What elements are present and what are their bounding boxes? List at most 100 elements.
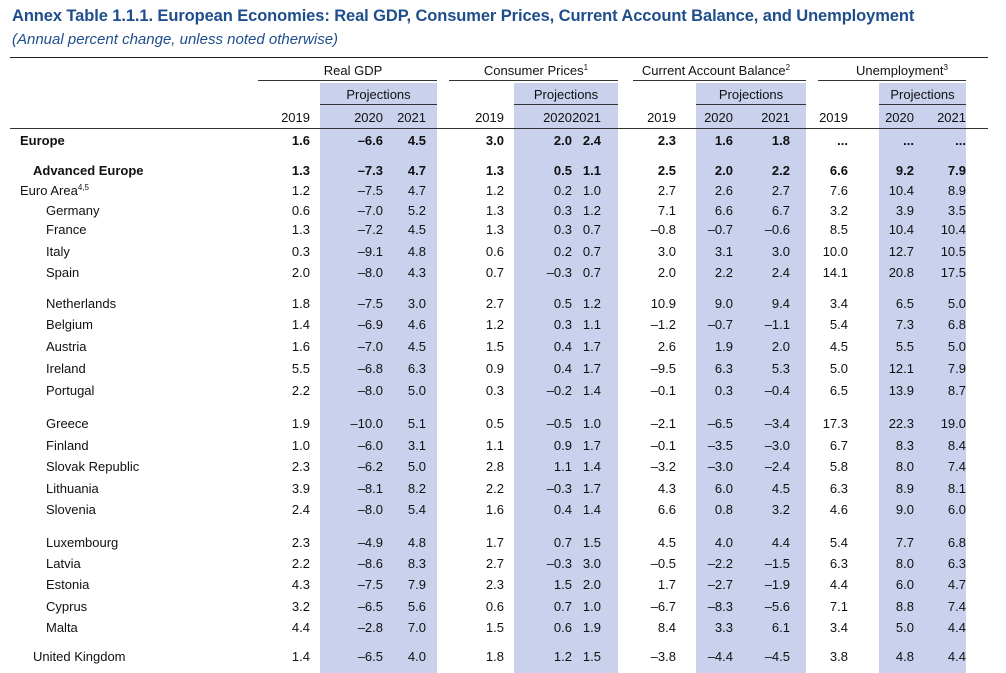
country-name: Belgium bbox=[46, 317, 93, 332]
table-cell: 1.0 bbox=[582, 183, 601, 198]
column-group-header: Consumer Prices1 bbox=[436, 63, 636, 78]
column-group-label: Current Account Balance bbox=[641, 63, 786, 78]
table-cell: 2.8 bbox=[485, 459, 504, 474]
table-row: Portugal 2.2 –8.0 5.0 0.3 –0.2 1.4 –0.1 0.3 –0.4 6… bbox=[0, 383, 1006, 403]
table-cell: –3.5 bbox=[707, 438, 733, 453]
table-cell: 6.5 bbox=[829, 383, 848, 398]
row-label: Estonia bbox=[46, 577, 89, 592]
table-cell: 2.3 bbox=[485, 577, 504, 592]
table-cell: 9.0 bbox=[714, 296, 733, 311]
table-cell: 2.0 bbox=[771, 339, 790, 354]
table-cell: –8.0 bbox=[357, 265, 383, 280]
country-name: Netherlands bbox=[46, 296, 117, 311]
table-cell: 4.8 bbox=[895, 649, 914, 664]
table-cell: 2.2 bbox=[291, 383, 310, 398]
table-cell: –2.1 bbox=[650, 416, 676, 431]
row-label: Spain bbox=[46, 265, 79, 280]
table-subtitle: (Annual percent change, unless noted oth… bbox=[12, 31, 339, 48]
table-cell: 1.4 bbox=[582, 459, 601, 474]
table-cell: –0.5 bbox=[650, 556, 676, 571]
table-cell: 1.0 bbox=[582, 416, 601, 431]
table-cell: –6.2 bbox=[357, 459, 383, 474]
table-cell: 0.6 bbox=[553, 620, 572, 635]
table-cell: 5.8 bbox=[829, 459, 848, 474]
year-header: 2020 bbox=[354, 110, 383, 125]
table-cell: 6.7 bbox=[829, 438, 848, 453]
table-cell: –2.7 bbox=[707, 577, 733, 592]
projections-label: Projections bbox=[533, 87, 599, 102]
table-cell: 17.5 bbox=[940, 265, 966, 280]
column-group-header: Current Account Balance2 bbox=[616, 63, 816, 78]
table-cell: 1.1 bbox=[553, 459, 572, 474]
table-cell: –0.8 bbox=[650, 222, 676, 237]
table-cell: 1.5 bbox=[582, 649, 601, 664]
table-cell: 17.3 bbox=[822, 416, 848, 431]
table-cell: 3.2 bbox=[829, 203, 848, 218]
year-header: 2019 bbox=[475, 110, 504, 125]
table-cell: 7.7 bbox=[895, 535, 914, 550]
row-label: Slovenia bbox=[46, 502, 96, 517]
table-cell: 1.6 bbox=[714, 133, 733, 148]
table-cell: 1.3 bbox=[485, 163, 504, 178]
table-cell: 5.2 bbox=[407, 203, 426, 218]
projection-shade bbox=[879, 83, 966, 673]
table-cell: 2.0 bbox=[657, 265, 676, 280]
table-cell: 10.9 bbox=[650, 296, 676, 311]
country-name: Estonia bbox=[46, 577, 90, 592]
table-cell: 0.5 bbox=[485, 416, 504, 431]
table-cell: 8.1 bbox=[947, 481, 966, 496]
table-cell: 6.3 bbox=[407, 361, 426, 376]
table-cell: 3.0 bbox=[407, 296, 426, 311]
table-cell: –6.6 bbox=[357, 133, 383, 148]
column-group-label: Consumer Prices bbox=[483, 63, 584, 78]
table-cell: 1.4 bbox=[291, 649, 310, 664]
table-cell: 4.3 bbox=[657, 481, 676, 496]
table-cell: 1.2 bbox=[553, 649, 572, 664]
table-cell: 13.9 bbox=[888, 383, 914, 398]
table-cell: 2.4 bbox=[771, 265, 790, 280]
table-cell: 3.3 bbox=[714, 620, 733, 635]
table-cell: 3.5 bbox=[947, 203, 966, 218]
table-cell: –10.0 bbox=[350, 416, 383, 431]
table-cell: 3.0 bbox=[582, 556, 601, 571]
table-cell: –0.1 bbox=[650, 383, 676, 398]
table-cell: 1.0 bbox=[291, 438, 310, 453]
table-cell: 2.0 bbox=[553, 133, 572, 148]
table-cell: –7.5 bbox=[357, 577, 383, 592]
table-cell: –7.0 bbox=[357, 203, 383, 218]
table-cell: 5.5 bbox=[291, 361, 310, 376]
country-name: Advanced Europe bbox=[33, 163, 144, 178]
table-cell: 8.5 bbox=[829, 222, 848, 237]
table-cell: 7.0 bbox=[407, 620, 426, 635]
table-cell: –3.0 bbox=[764, 438, 790, 453]
table-cell: 5.0 bbox=[947, 296, 966, 311]
table-cell: 6.3 bbox=[829, 481, 848, 496]
projection-shade bbox=[320, 83, 437, 673]
table-cell: –1.1 bbox=[764, 317, 790, 332]
table-cell: 3.0 bbox=[485, 133, 504, 148]
table-cell: 6.1 bbox=[771, 620, 790, 635]
table-cell: 2.7 bbox=[657, 183, 676, 198]
table-cell: 6.8 bbox=[947, 317, 966, 332]
table-cell: 8.9 bbox=[895, 481, 914, 496]
table-cell: 1.1 bbox=[582, 163, 601, 178]
table-cell: 6.6 bbox=[657, 502, 676, 517]
country-name: Ireland bbox=[46, 361, 86, 376]
table-cell: –4.9 bbox=[357, 535, 383, 550]
table-cell: –2.4 bbox=[764, 459, 790, 474]
table-cell: –0.5 bbox=[546, 416, 572, 431]
table-cell: 10.4 bbox=[888, 222, 914, 237]
table-cell: –3.8 bbox=[650, 649, 676, 664]
table-cell: 7.6 bbox=[829, 183, 848, 198]
year-header: 2020 bbox=[885, 110, 914, 125]
table-cell: 4.4 bbox=[947, 620, 966, 635]
table-cell: 3.9 bbox=[291, 481, 310, 496]
table-cell: 1.6 bbox=[485, 502, 504, 517]
table-row: Germany 0.6 –7.0 5.2 1.3 0.3 1.2 7.1 6.6 6.7 3.2 3.… bbox=[0, 203, 1006, 223]
row-label: Portugal bbox=[46, 383, 94, 398]
row-label: Netherlands bbox=[46, 296, 116, 311]
table-row: Euro Area4,5 1.2 –7.5 4.7 1.2 0.2 1.0 2.7 2.6 2.7… bbox=[0, 183, 1006, 203]
table-cell: 3.0 bbox=[771, 244, 790, 259]
table-row: Cyprus 3.2 –6.5 5.6 0.6 0.7 1.0 –6.7 –8.3 –5.6 7.1… bbox=[0, 599, 1006, 619]
column-group-label: Unemployment bbox=[856, 63, 944, 78]
